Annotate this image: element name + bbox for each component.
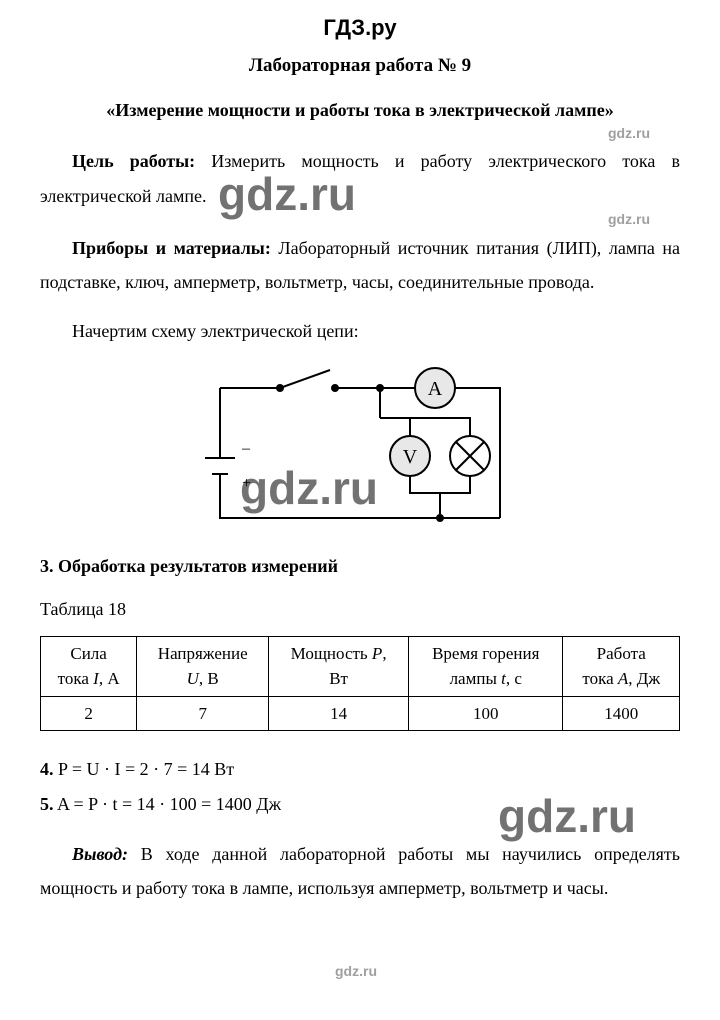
goal-paragraph: Цель работы: Измерить мощность и работу … [40, 144, 680, 212]
table-cell: 100 [409, 696, 563, 731]
formula-5: 5. A = P · t = 14 · 100 = 1400 Дж [40, 790, 680, 819]
equipment-paragraph: Приборы и материалы: Лабораторный источн… [40, 231, 680, 299]
site-logo: ГДЗ.ру [40, 10, 680, 45]
svg-text:–: – [241, 440, 251, 457]
table-header: Время горениялампы t, с [409, 636, 563, 696]
circuit-diagram: – + A V [180, 358, 540, 538]
conclusion-text: В ходе данной лабораторной работы мы нау… [40, 844, 680, 898]
table-cell: 2 [41, 696, 137, 731]
svg-text:+: + [242, 475, 251, 492]
section-3-heading: 3. Обработка результатов измерений [40, 552, 680, 581]
formula-4-text: P = U · I = 2 · 7 = 14 Вт [54, 759, 235, 779]
table-cell: 7 [137, 696, 269, 731]
circuit-caption: Начертим схему электрической цепи: [40, 317, 680, 346]
table-header: Мощность P,Вт [269, 636, 409, 696]
watermark-small: gdz.ru [335, 960, 377, 982]
lab-subtitle: «Измерение мощности и работы тока в элек… [40, 96, 680, 125]
formula-5-text: A = P · t = 14 · 100 = 1400 Дж [54, 794, 282, 814]
formula-4-num: 4. [40, 759, 54, 779]
equipment-label: Приборы и материалы: [72, 238, 271, 258]
table-cell: 1400 [563, 696, 680, 731]
results-table: Силатока I, АНапряжениеU, ВМощность P,Вт… [40, 636, 680, 732]
table-header: Силатока I, А [41, 636, 137, 696]
conclusion-paragraph: Вывод: В ходе данной лабораторной работы… [40, 837, 680, 905]
goal-label: Цель работы: [72, 151, 195, 171]
table-label: Таблица 18 [40, 595, 680, 624]
watermark-small: gdz.ru [608, 122, 650, 144]
table-header: Работатока A, Дж [563, 636, 680, 696]
svg-text:A: A [428, 378, 443, 400]
svg-text:V: V [403, 446, 418, 468]
formula-5-num: 5. [40, 794, 54, 814]
table-cell: 14 [269, 696, 409, 731]
conclusion-label: Вывод: [72, 844, 128, 864]
table-header: НапряжениеU, В [137, 636, 269, 696]
formula-4: 4. P = U · I = 2 · 7 = 14 Вт [40, 755, 680, 784]
lab-title: Лабораторная работа № 9 [40, 51, 680, 81]
